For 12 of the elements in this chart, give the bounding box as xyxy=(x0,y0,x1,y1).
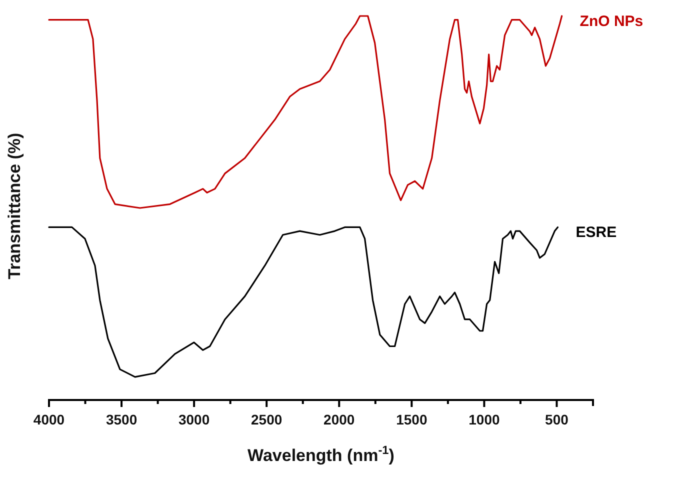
x-tick-label: 3000 xyxy=(178,411,210,428)
series-label: ZnO NPs xyxy=(580,13,644,30)
y-axis-title: Transmittance (%) xyxy=(5,132,24,280)
x-tick-label: 4000 xyxy=(33,411,65,428)
x-tick-label: 2000 xyxy=(324,411,355,428)
series-label: ESRE xyxy=(576,224,617,242)
x-tick-label: 1500 xyxy=(396,411,428,428)
x-tick-label: 2500 xyxy=(251,411,282,428)
x-tick-label: 500 xyxy=(545,411,569,428)
x-tick-label: 1000 xyxy=(468,411,500,428)
x-axis-title: Wavelength (nm$^{-1}$) xyxy=(248,443,394,465)
x-tick-label: 3500 xyxy=(106,411,138,428)
